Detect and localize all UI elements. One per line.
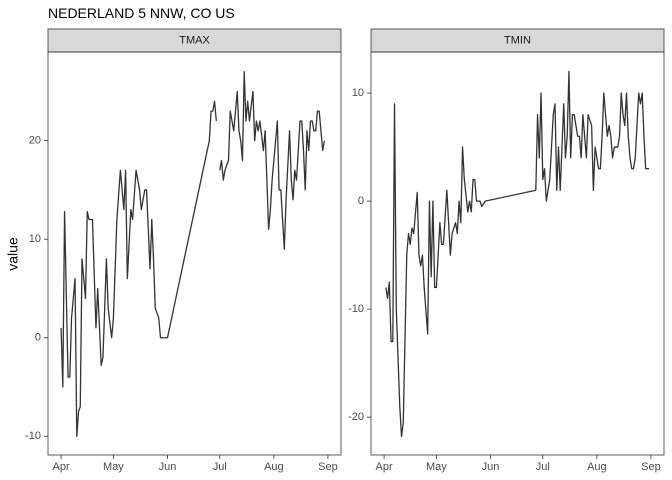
- y-tick-label: 0: [35, 332, 41, 344]
- panel-border: [370, 51, 665, 456]
- y-tick-label: -10: [25, 430, 41, 442]
- strip-label: TMIN: [504, 34, 531, 46]
- x-tick-label: Sep: [318, 461, 338, 473]
- x-tick-label: Apr: [376, 461, 393, 473]
- x-tick-label: Apr: [53, 461, 70, 473]
- x-tick-label: Aug: [587, 461, 607, 473]
- panel-border: [47, 51, 342, 456]
- x-tick-label: Jul: [213, 461, 227, 473]
- x-tick-label: May: [426, 461, 447, 473]
- x-tick-label: Jun: [482, 461, 500, 473]
- y-tick-label: -10: [348, 303, 364, 315]
- line: [385, 70, 650, 438]
- y-tick-label: 10: [352, 87, 364, 99]
- chart-title: NEDERLAND 5 NNW, CO US: [48, 5, 235, 21]
- x-tick-label: Jul: [536, 461, 550, 473]
- y-tick-label: -20: [348, 411, 364, 423]
- x-tick-label: Aug: [264, 461, 284, 473]
- x-tick-label: Jun: [159, 461, 177, 473]
- strip-label: TMAX: [179, 34, 210, 46]
- x-tick-label: Sep: [641, 461, 661, 473]
- x-tick-label: May: [103, 461, 124, 473]
- line: [60, 71, 326, 437]
- y-tick-label: 10: [29, 233, 41, 245]
- y-tick-label: 20: [29, 135, 41, 147]
- y-axis-label: value: [5, 237, 21, 271]
- y-tick-label: 0: [358, 195, 364, 207]
